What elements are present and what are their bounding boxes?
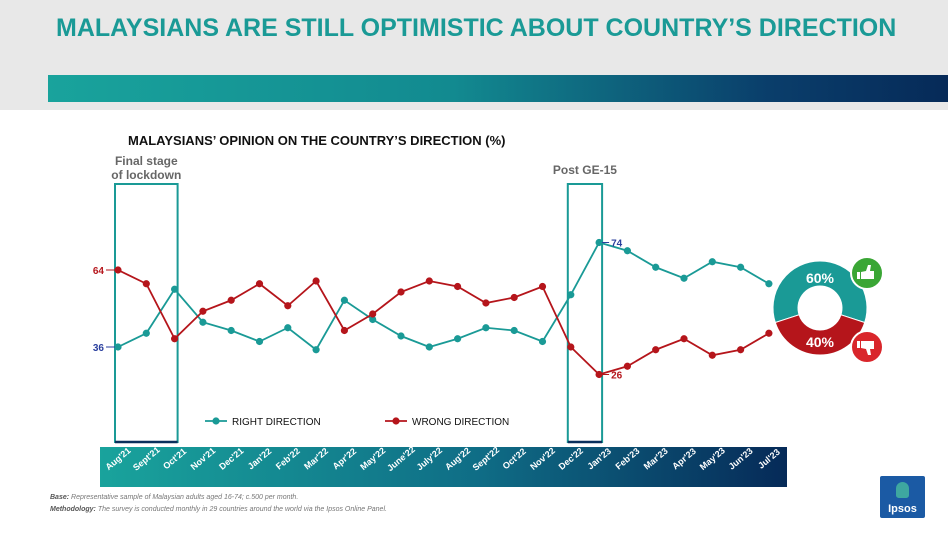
ipsos-logo: Ipsos bbox=[880, 476, 925, 518]
data-point-right bbox=[199, 318, 207, 326]
donut-label: 60% bbox=[806, 270, 835, 286]
data-point-wrong bbox=[255, 280, 264, 288]
data-point-wrong bbox=[652, 346, 660, 354]
data-point-right bbox=[142, 329, 150, 337]
data-point-right bbox=[171, 285, 179, 293]
data-point-wrong bbox=[482, 299, 490, 307]
legend-swatch-marker bbox=[392, 417, 400, 425]
footnote-method-text: The survey is conducted monthly in 29 co… bbox=[97, 506, 387, 513]
data-point-right bbox=[284, 324, 292, 332]
data-label: 64 bbox=[93, 266, 105, 277]
title-accent-bar bbox=[48, 75, 948, 102]
chart-title: MALAYSIANS’ OPINION ON THE COUNTRY’S DIR… bbox=[128, 133, 506, 148]
data-point-right bbox=[369, 315, 377, 324]
data-point-right bbox=[255, 337, 264, 346]
data-point-right bbox=[595, 238, 603, 247]
data-point-wrong bbox=[142, 280, 150, 288]
data-point-right bbox=[114, 343, 122, 351]
footnote-base: Base: Representative sample of Malaysian… bbox=[50, 494, 298, 501]
data-point-wrong bbox=[510, 293, 518, 302]
annotation-label-line: of lockdown bbox=[111, 168, 181, 182]
footnote-methodology: Methodology: The survey is conducted mon… bbox=[50, 506, 387, 513]
data-point-wrong bbox=[199, 307, 207, 315]
category-axis-band bbox=[100, 447, 787, 487]
icon-hand bbox=[861, 341, 874, 355]
data-point-right bbox=[510, 326, 518, 335]
donut-label: 40% bbox=[806, 334, 835, 350]
data-point-wrong bbox=[284, 302, 292, 310]
donut-slice bbox=[774, 314, 866, 356]
data-point-wrong bbox=[397, 288, 405, 296]
data-point-wrong bbox=[171, 335, 179, 343]
footnote-base-label: Base: bbox=[50, 494, 70, 501]
annotation-label: Final stage of lockdown bbox=[111, 154, 181, 182]
data-point-wrong bbox=[708, 351, 716, 359]
icon-hand bbox=[861, 265, 874, 279]
data-point-wrong bbox=[312, 277, 320, 285]
annotation-label-line: Post GE-15 bbox=[553, 163, 617, 177]
icon-cuff bbox=[857, 272, 860, 279]
data-point-wrong bbox=[737, 346, 745, 354]
logo-mark bbox=[896, 482, 909, 498]
data-point-right bbox=[397, 332, 405, 340]
data-point-right bbox=[538, 337, 547, 346]
data-point-right bbox=[312, 346, 320, 354]
legend-label: WRONG DIRECTION bbox=[412, 417, 509, 428]
data-point-right bbox=[680, 274, 688, 282]
annotation-box bbox=[566, 183, 604, 443]
thumbs-up-icon bbox=[850, 256, 884, 290]
data-point-right bbox=[454, 335, 462, 343]
data-point-right bbox=[765, 280, 773, 288]
annotation-label: Post GE-15 bbox=[553, 163, 617, 177]
data-point-right bbox=[482, 324, 490, 332]
data-point-wrong bbox=[369, 310, 377, 318]
data-point-right bbox=[652, 263, 660, 271]
data-point-wrong bbox=[114, 266, 122, 274]
data-point-right bbox=[623, 247, 632, 255]
data-point-wrong bbox=[623, 362, 632, 370]
data-point-wrong bbox=[567, 343, 575, 351]
data-point-right bbox=[227, 326, 235, 335]
data-point-wrong bbox=[595, 370, 603, 379]
series-line-right bbox=[117, 241, 770, 352]
data-point-right bbox=[567, 291, 575, 299]
annotation-box bbox=[114, 183, 179, 443]
data-point-wrong bbox=[340, 326, 348, 335]
data-point-wrong bbox=[538, 282, 547, 291]
data-point-wrong bbox=[680, 335, 688, 343]
data-point-right bbox=[425, 343, 433, 351]
data-point-wrong bbox=[227, 296, 235, 304]
data-label: 36 bbox=[93, 343, 105, 354]
data-point-wrong bbox=[425, 277, 433, 285]
page-title: MALAYSIANS ARE STILL OPTIMISTIC ABOUT CO… bbox=[56, 14, 897, 42]
footnote-method-label: Methodology: bbox=[50, 506, 96, 513]
data-point-right bbox=[708, 258, 716, 266]
series-line-wrong bbox=[117, 269, 770, 376]
legend-label: RIGHT DIRECTION bbox=[232, 417, 321, 428]
data-point-wrong bbox=[765, 329, 773, 337]
donut-slice bbox=[772, 260, 868, 324]
data-point-right bbox=[340, 296, 348, 304]
data-label: 26 bbox=[611, 371, 623, 382]
logo-text: Ipsos bbox=[888, 503, 917, 515]
data-point-wrong bbox=[454, 282, 462, 291]
legend-swatch-marker bbox=[212, 417, 220, 425]
data-point-right bbox=[737, 263, 745, 271]
thumbs-down-icon bbox=[850, 330, 884, 364]
annotation-label-line: Final stage bbox=[115, 154, 178, 168]
data-label: 74 bbox=[611, 239, 623, 250]
footnote-base-text: Representative sample of Malaysian adult… bbox=[71, 494, 299, 501]
icon-cuff bbox=[857, 341, 860, 348]
